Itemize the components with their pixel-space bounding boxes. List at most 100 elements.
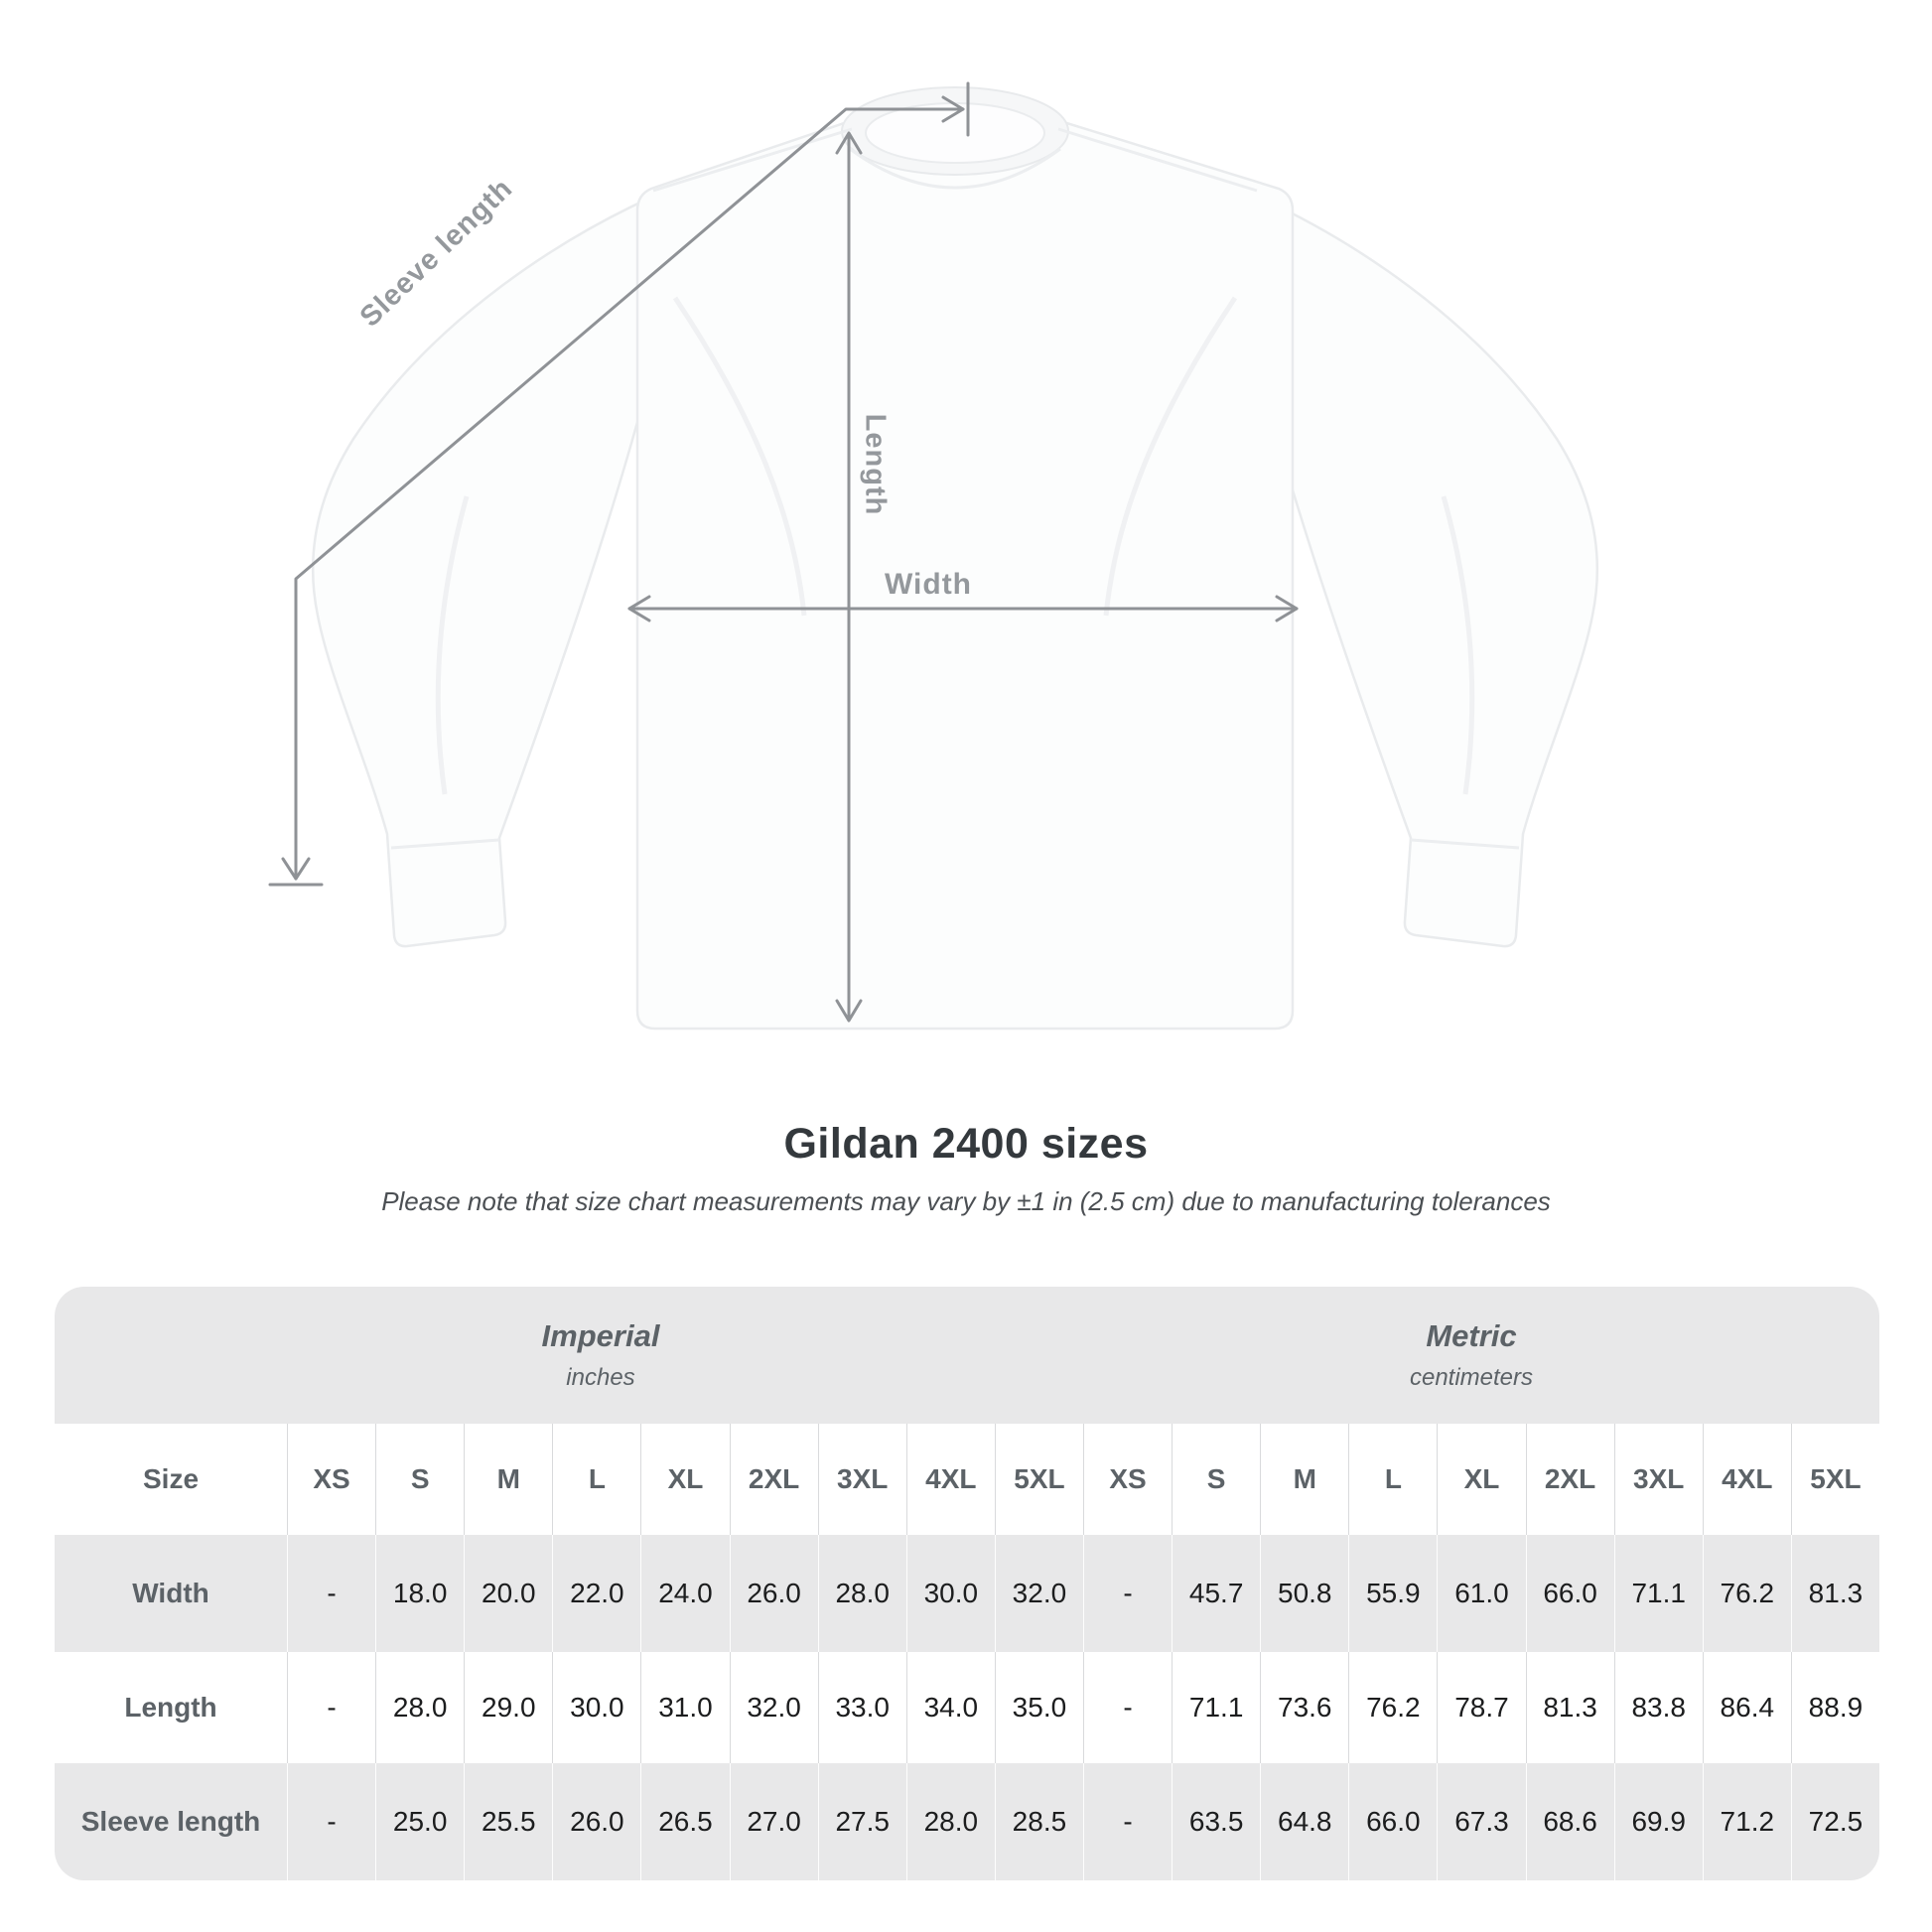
- value-cell: 71.1: [1613, 1535, 1703, 1652]
- shirt-diagram: Sleeve length Length Width: [268, 81, 1599, 1031]
- value-cell: 50.8: [1260, 1535, 1349, 1652]
- value-cell: 81.3: [1525, 1652, 1614, 1763]
- value-cell: 63.5: [1172, 1763, 1261, 1880]
- value-cell: 28.0: [817, 1535, 906, 1652]
- collar-inner: [865, 102, 1045, 164]
- left-cuff-seam: [390, 838, 500, 850]
- page-title: Gildan 2400 sizes: [783, 1120, 1149, 1168]
- value-cell: 66.0: [1525, 1535, 1614, 1652]
- right-sleeve: [1214, 177, 1599, 948]
- body-crease-left: [672, 296, 807, 617]
- shirt-illustration: [268, 81, 1599, 1031]
- length-label: Length: [859, 413, 892, 516]
- value-cell: 67.3: [1437, 1763, 1526, 1880]
- sleeve-length-row: Sleeve length - 25.0 25.5 26.0 26.5 27.0…: [55, 1763, 1879, 1880]
- size-header-row: Size XS S M L XL 2XL 3XL 4XL 5XL XS S M …: [55, 1424, 1879, 1535]
- sleeve-crease-right: [1441, 495, 1475, 795]
- value-cell: 61.0: [1437, 1535, 1526, 1652]
- length-row: Length - 28.0 29.0 30.0 31.0 32.0 33.0 3…: [55, 1652, 1879, 1763]
- size-col-header: 4XL: [905, 1424, 995, 1535]
- metric-label: Metric: [1426, 1318, 1517, 1353]
- width-arrow: [627, 595, 1299, 622]
- value-cell: 81.3: [1790, 1535, 1879, 1652]
- size-col-header: 2XL: [1525, 1424, 1614, 1535]
- size-col-header: 5XL: [994, 1424, 1083, 1535]
- row-label: Sleeve length: [55, 1763, 287, 1880]
- row-label: Length: [55, 1652, 287, 1763]
- value-cell: 69.9: [1613, 1763, 1703, 1880]
- value-cell: 28.0: [905, 1763, 995, 1880]
- value-cell: 71.1: [1172, 1652, 1261, 1763]
- right-shoulder-seam: [1057, 127, 1258, 193]
- value-cell: -: [1082, 1763, 1173, 1880]
- size-table: Imperial inches Metric centimeters Size …: [55, 1287, 1879, 1880]
- value-cell: 28.5: [994, 1763, 1083, 1880]
- value-cell: 45.7: [1172, 1535, 1261, 1652]
- value-cell: 68.6: [1525, 1763, 1614, 1880]
- imperial-label: Imperial: [541, 1318, 660, 1353]
- value-cell: 71.2: [1702, 1763, 1791, 1880]
- value-cell: 34.0: [905, 1652, 995, 1763]
- size-col-header: 5XL: [1790, 1424, 1879, 1535]
- value-cell: 66.0: [1348, 1763, 1438, 1880]
- value-cell: 18.0: [375, 1535, 465, 1652]
- band-corner: [55, 1287, 287, 1424]
- size-col-header: XL: [640, 1424, 730, 1535]
- body-crease-right: [1103, 296, 1238, 617]
- value-cell: 22.0: [552, 1535, 641, 1652]
- title-block: Gildan 2400 sizes Please note that size …: [0, 1120, 1932, 1217]
- value-cell: 27.0: [729, 1763, 818, 1880]
- value-cell: 33.0: [817, 1652, 906, 1763]
- value-cell: 78.7: [1437, 1652, 1526, 1763]
- value-cell: 55.9: [1348, 1535, 1438, 1652]
- value-cell: 28.0: [375, 1652, 465, 1763]
- size-col-header: S: [375, 1424, 465, 1535]
- value-cell: 29.0: [464, 1652, 553, 1763]
- value-cell: 86.4: [1702, 1652, 1791, 1763]
- sleeve-length-arrow: [268, 81, 970, 887]
- value-cell: 25.5: [464, 1763, 553, 1880]
- right-cuff-seam: [1410, 838, 1520, 850]
- value-cell: 72.5: [1790, 1763, 1879, 1880]
- value-cell: 73.6: [1260, 1652, 1349, 1763]
- length-arrow: [835, 131, 863, 1023]
- size-col-header: M: [464, 1424, 553, 1535]
- tolerance-note: Please note that size chart measurements…: [381, 1186, 1551, 1216]
- value-cell: -: [1082, 1535, 1173, 1652]
- value-cell: 76.2: [1348, 1652, 1438, 1763]
- value-cell: -: [287, 1652, 376, 1763]
- size-col-header: XS: [1082, 1424, 1173, 1535]
- width-row: Width - 18.0 20.0 22.0 24.0 26.0 28.0 30…: [55, 1535, 1879, 1652]
- value-cell: 26.5: [640, 1763, 730, 1880]
- size-col-header: L: [552, 1424, 641, 1535]
- size-col-header: 3XL: [1613, 1424, 1703, 1535]
- left-sleeve: [311, 177, 696, 948]
- size-col-header: L: [1348, 1424, 1438, 1535]
- value-cell: 27.5: [817, 1763, 906, 1880]
- value-cell: 88.9: [1790, 1652, 1879, 1763]
- size-corner-header: Size: [55, 1424, 287, 1535]
- value-cell: 25.0: [375, 1763, 465, 1880]
- size-col-header: 2XL: [729, 1424, 818, 1535]
- value-cell: 26.0: [729, 1535, 818, 1652]
- value-cell: 24.0: [640, 1535, 730, 1652]
- collar-shadow: [849, 147, 1061, 190]
- size-col-header: 4XL: [1702, 1424, 1791, 1535]
- size-table-container: Imperial inches Metric centimeters Size …: [55, 1287, 1879, 1880]
- value-cell: -: [1082, 1652, 1173, 1763]
- width-label: Width: [884, 568, 973, 601]
- row-label: Width: [55, 1535, 287, 1652]
- value-cell: 32.0: [994, 1535, 1083, 1652]
- size-col-header: S: [1172, 1424, 1261, 1535]
- size-col-header: 3XL: [817, 1424, 906, 1535]
- value-cell: 31.0: [640, 1652, 730, 1763]
- value-cell: -: [287, 1763, 376, 1880]
- value-cell: -: [287, 1535, 376, 1652]
- imperial-band: Imperial inches: [287, 1287, 1083, 1424]
- metric-unit-label: centimeters: [1409, 1364, 1534, 1391]
- size-col-header: M: [1260, 1424, 1349, 1535]
- unit-band-row: Imperial inches Metric centimeters: [55, 1287, 1879, 1424]
- value-cell: 64.8: [1260, 1763, 1349, 1880]
- value-cell: 26.0: [552, 1763, 641, 1880]
